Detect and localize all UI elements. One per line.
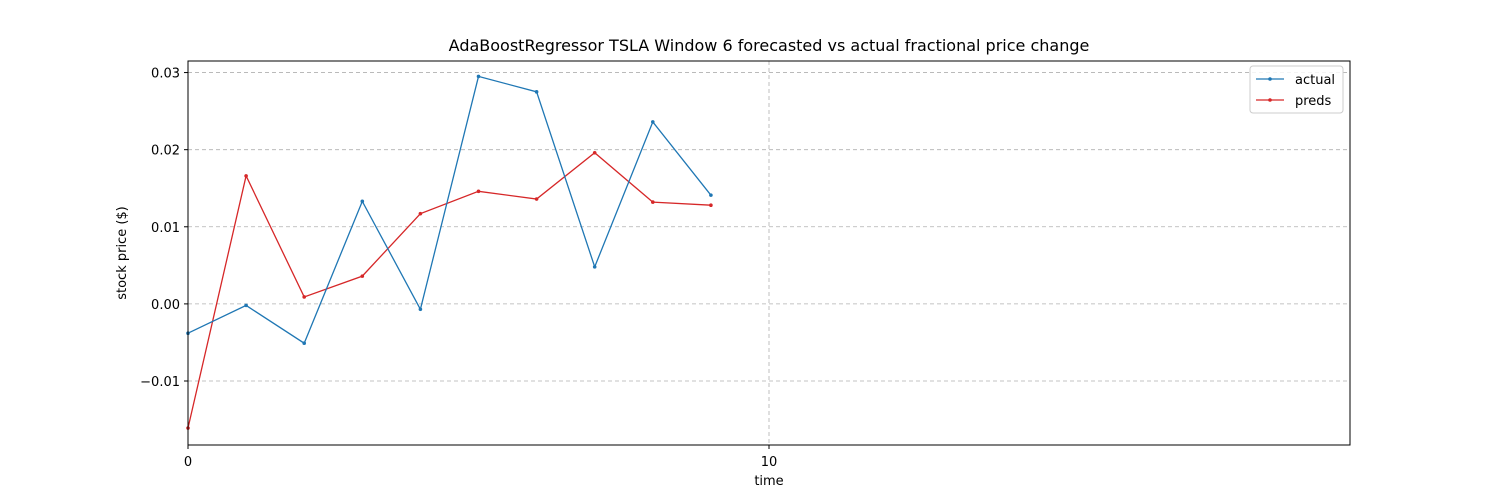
y-tick-label: 0.01: [151, 221, 180, 236]
y-tick-label: −0.01: [140, 375, 180, 390]
axis-ticks: −0.01 0.00 0.01 0.02 0.03 0 10: [140, 67, 777, 470]
data-point-preds: [651, 200, 655, 204]
data-point-actual: [651, 120, 655, 124]
legend-marker-preds: [1268, 98, 1272, 102]
legend: actual preds: [1249, 65, 1344, 114]
legend-label-preds: preds: [1295, 94, 1332, 109]
series-layer: [186, 74, 713, 430]
data-point-actual: [244, 303, 248, 308]
data-point-actual: [302, 341, 307, 346]
data-point-preds: [534, 197, 539, 201]
data-point-preds: [244, 174, 248, 178]
x-axis-label: time: [754, 474, 783, 489]
series-line-actual: [187, 75, 712, 345]
x-tick-label: 0: [184, 455, 192, 470]
data-point-preds: [418, 211, 423, 216]
legend-box: [1249, 65, 1344, 114]
data-point-preds: [302, 295, 307, 299]
y-tick-label: 0.02: [151, 144, 180, 159]
x-tick-label: 10: [761, 455, 778, 470]
data-point-actual: [418, 307, 423, 312]
chart-title: AdaBoostRegressor TSLA Window 6 forecast…: [449, 36, 1090, 55]
data-point-preds: [709, 203, 713, 207]
series-line-preds: [187, 151, 711, 429]
y-tick-label: 0.03: [151, 67, 180, 82]
data-point-actual: [709, 193, 713, 197]
data-point-preds: [476, 189, 481, 194]
data-point-actual: [592, 265, 597, 269]
data-point-preds: [360, 274, 365, 278]
data-point-preds: [592, 150, 597, 155]
data-point-actual: [360, 199, 365, 204]
y-axis-label: stock price ($): [115, 206, 130, 300]
legend-label-actual: actual: [1295, 73, 1335, 88]
data-point-actual: [476, 74, 481, 79]
data-point-actual: [534, 90, 539, 94]
y-tick-label: 0.00: [151, 298, 180, 313]
grid-lines: [187, 61, 1350, 445]
legend-marker-actual: [1268, 77, 1272, 81]
